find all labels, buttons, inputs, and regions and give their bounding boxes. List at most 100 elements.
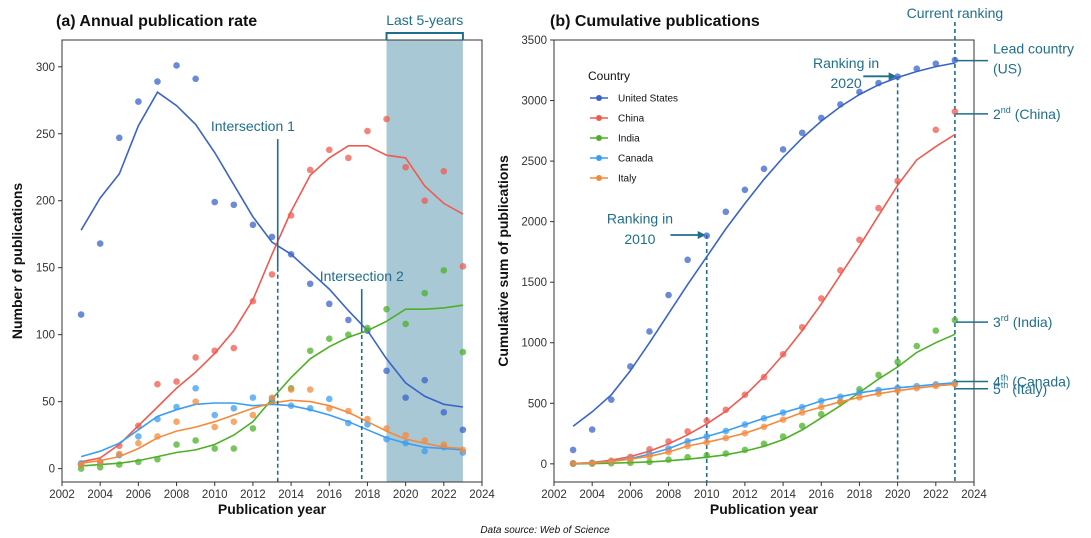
data-point-china — [383, 115, 390, 123]
country-legend: Country United States China India Canada Ital… — [588, 69, 678, 185]
data-point-india — [798, 422, 806, 430]
data-point-italy — [115, 450, 123, 458]
data-point-italy — [173, 418, 180, 426]
data-point-china — [817, 295, 825, 302]
data-point-china — [154, 380, 161, 388]
y-tick-label: 50 — [42, 397, 55, 409]
data-point-italy — [383, 425, 390, 432]
legend-marker-canada — [596, 155, 602, 161]
data-point-united-states — [421, 376, 429, 384]
data-point-india — [684, 453, 691, 461]
data-point-italy — [837, 398, 844, 406]
panel-b-title: (b) Cumulative publications — [550, 13, 760, 30]
data-point-china — [459, 263, 467, 270]
data-point-united-states — [402, 394, 409, 401]
data-point-italy — [345, 407, 352, 415]
y-tick-label: 1500 — [521, 277, 547, 289]
data-point-india — [115, 461, 123, 468]
data-point-italy — [192, 398, 199, 405]
panel-b-x-axis-title: Publication year — [710, 501, 819, 517]
data-point-india — [96, 463, 104, 471]
data-point-india — [913, 342, 921, 350]
data-point-italy — [77, 461, 85, 468]
data-point-italy — [249, 411, 257, 419]
x-tick-label: 2012 — [732, 489, 758, 501]
y-tick-label: 0 — [541, 459, 547, 471]
x-tick-label: 2020 — [885, 489, 911, 501]
panel-b-frame — [553, 39, 975, 483]
data-point-united-states — [722, 208, 730, 216]
data-point-india — [402, 320, 409, 328]
x-tick-label: 2018 — [355, 489, 381, 501]
x-tick-label: 2024 — [469, 489, 495, 501]
current-ranking-label: Current ranking — [907, 5, 1004, 21]
trend-line-canada — [80, 402, 463, 458]
data-point-united-states — [684, 256, 691, 264]
data-point-united-states — [383, 367, 390, 375]
intersection-label-2: Intersection 2 — [320, 268, 404, 284]
x-tick-label: 2002 — [49, 489, 75, 501]
data-point-china — [345, 154, 352, 162]
data-point-italy — [817, 403, 825, 411]
data-point-united-states — [569, 446, 577, 454]
x-tick-label: 2012 — [240, 489, 266, 501]
data-point-united-states — [817, 114, 825, 122]
data-point-china — [798, 323, 806, 331]
trend-line-italy — [80, 399, 463, 464]
data-point-china — [646, 446, 653, 453]
data-point-india — [249, 425, 257, 432]
data-point-united-states — [665, 291, 672, 299]
data-point-china — [421, 197, 429, 205]
data-point-china — [837, 267, 844, 274]
data-point-united-states — [287, 251, 295, 258]
y-tick-label: 3500 — [521, 35, 547, 47]
data-point-united-states — [325, 300, 333, 308]
legend-label-united-states: United States — [618, 94, 678, 105]
data-point-italy — [459, 446, 467, 454]
data-point-china — [306, 166, 314, 174]
series-italy — [569, 380, 959, 467]
data-point-china — [402, 163, 409, 171]
trend-line-united-states — [572, 62, 956, 427]
panel-b-y-axis-title: Cumulative sum of publications — [495, 155, 511, 367]
data-point-india — [325, 335, 333, 342]
data-point-china — [932, 126, 940, 134]
trend-line-china — [80, 145, 464, 463]
panel-a-series — [77, 62, 467, 472]
data-point-china — [722, 406, 730, 414]
data-point-canada — [856, 389, 863, 397]
data-point-canada — [421, 447, 429, 455]
x-tick-label: 2004 — [87, 489, 113, 501]
data-point-china — [665, 438, 672, 445]
data-point-italy — [894, 387, 901, 394]
data-point-italy — [913, 384, 921, 392]
data-point-india — [154, 455, 161, 463]
x-tick-label: 2014 — [278, 489, 304, 501]
x-tick-label: 2002 — [541, 489, 567, 501]
data-point-united-states — [837, 101, 844, 108]
data-point-canada — [173, 403, 180, 411]
data-point-canada — [249, 394, 257, 401]
data-point-united-states — [607, 396, 615, 403]
data-point-united-states — [798, 129, 806, 137]
data-point-italy — [607, 458, 615, 465]
panel-b-ranking-lines: Ranking in 2010 Ranking in 2020 Current rank… — [607, 5, 1003, 482]
data-point-united-states — [115, 134, 123, 142]
y-tick-label: 500 — [528, 398, 547, 410]
data-point-united-states — [875, 79, 882, 87]
data-point-canada — [684, 438, 691, 445]
data-point-india — [459, 348, 467, 356]
data-point-india — [932, 327, 940, 334]
ranking-label-italy: 5th (Italy) — [993, 380, 1047, 397]
data-point-italy — [211, 423, 219, 431]
x-tick-label: 2010 — [694, 489, 720, 501]
data-point-united-states — [135, 98, 142, 105]
annual-publication-chart: 2002 2004 2006 2008 2010 2012 2014 2016 2018 2020… — [9, 12, 495, 517]
x-tick-label: 2024 — [961, 489, 987, 501]
panel-b-series — [569, 56, 959, 468]
data-point-china — [703, 417, 711, 425]
data-point-italy — [779, 416, 787, 423]
x-tick-label: 2008 — [164, 489, 190, 501]
x-tick-label: 2016 — [316, 489, 342, 501]
data-point-italy — [722, 434, 730, 442]
